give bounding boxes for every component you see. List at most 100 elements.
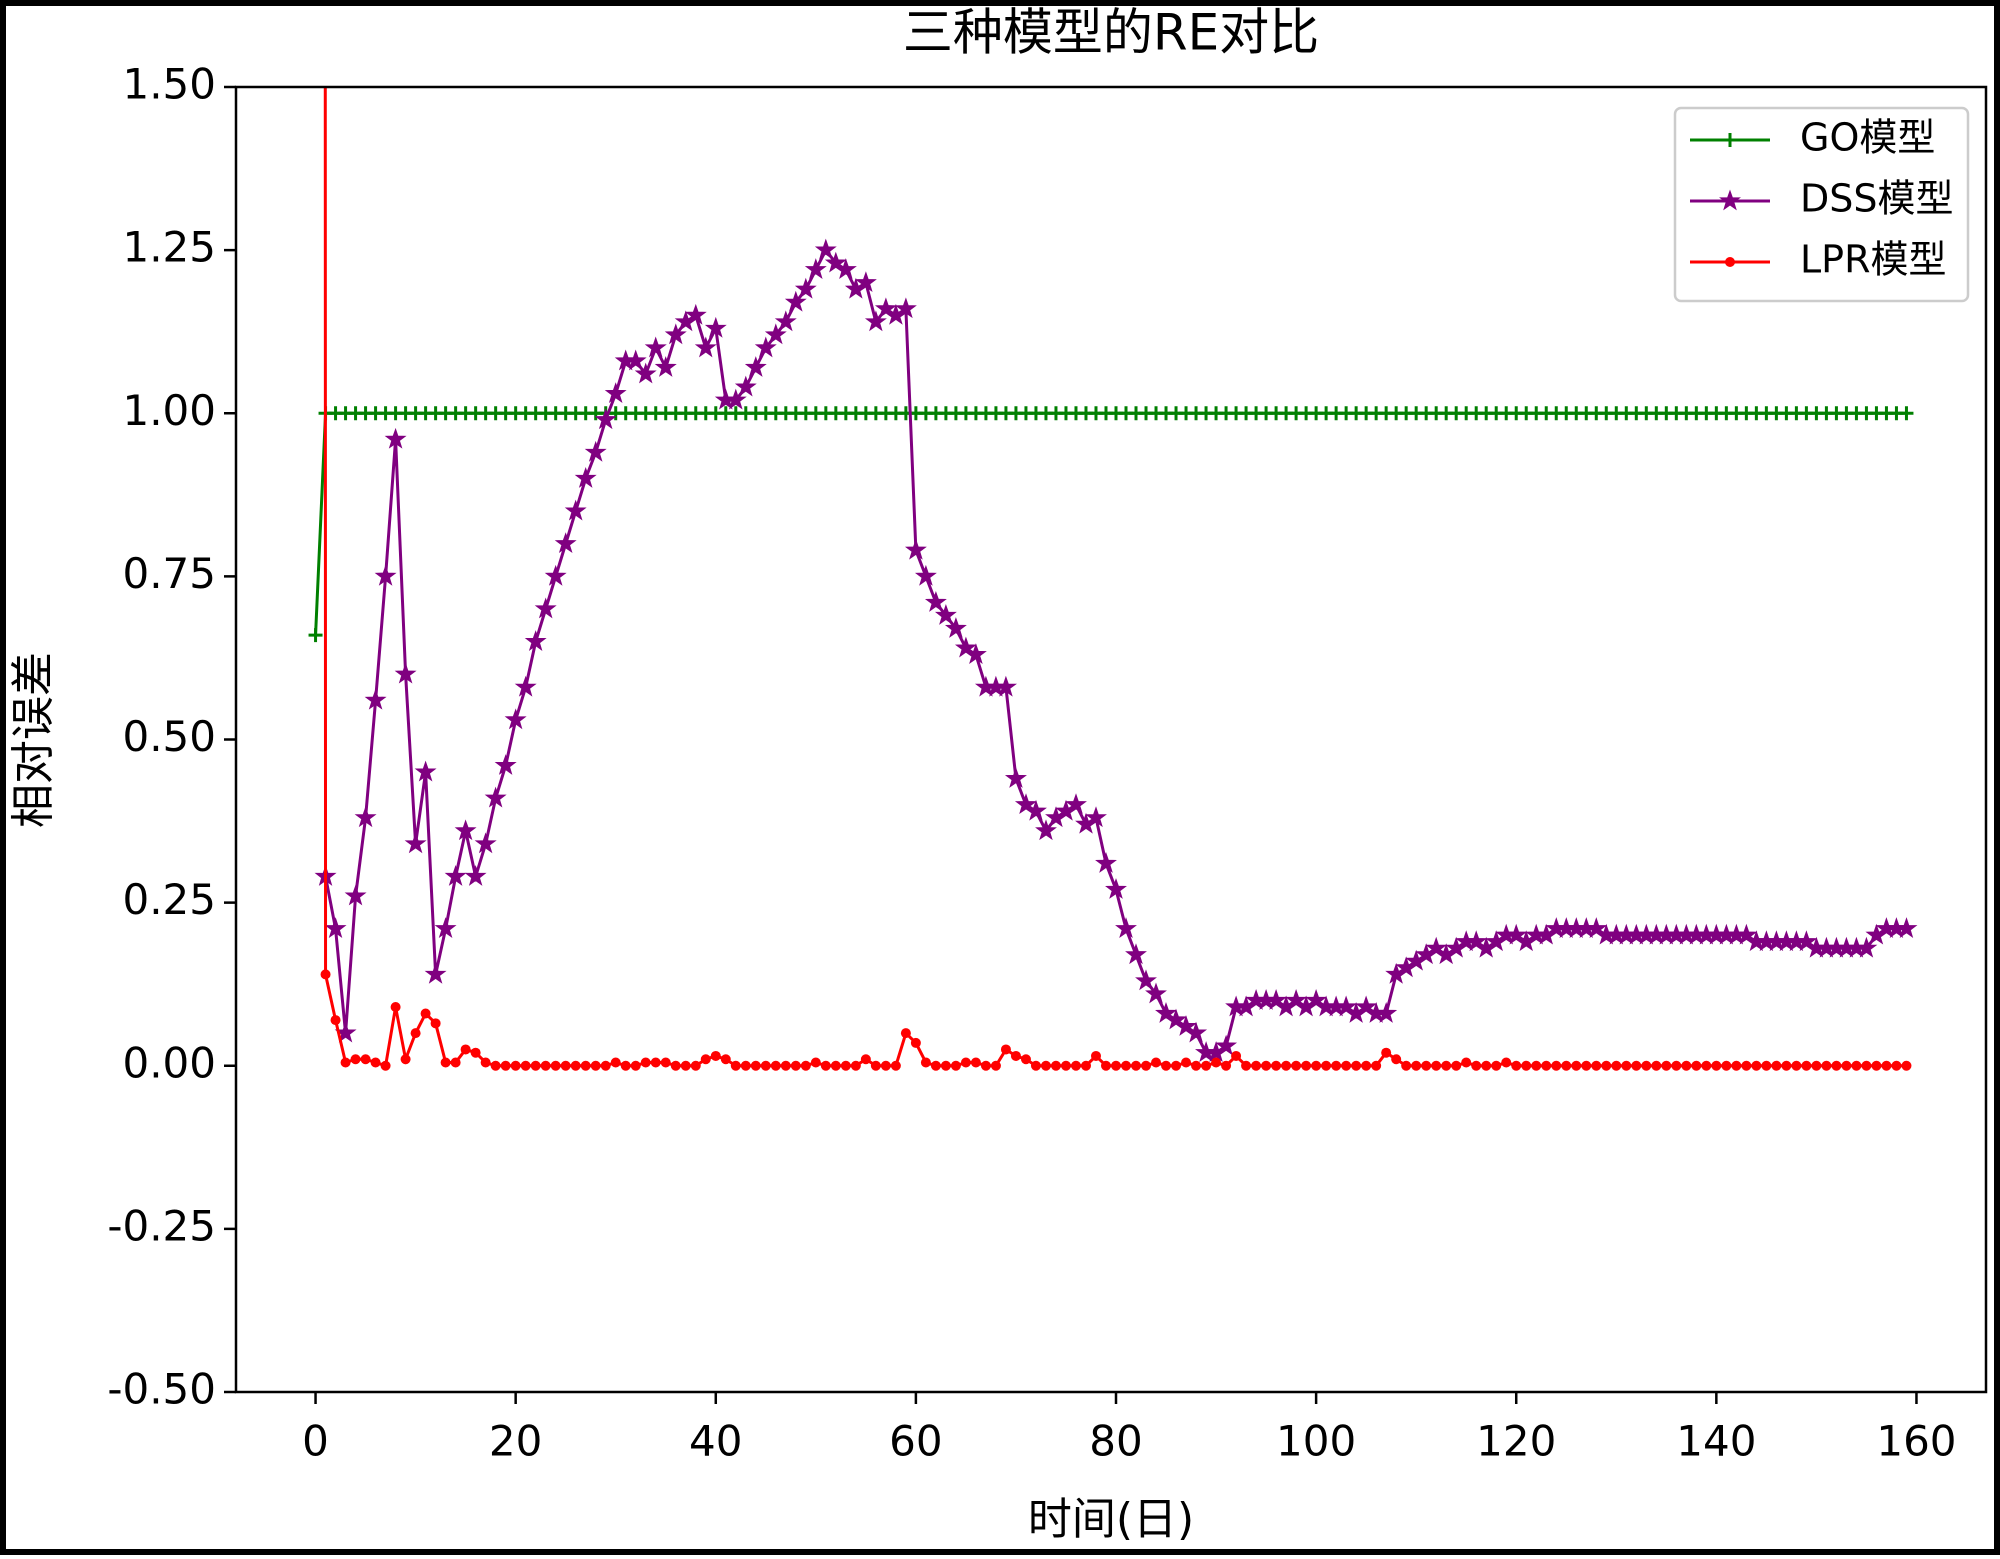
- marker: [1060, 1060, 1071, 1071]
- marker: [634, 362, 657, 384]
- marker: [404, 832, 427, 854]
- marker: [1040, 1060, 1051, 1071]
- marker: [814, 238, 837, 260]
- marker: [1671, 1060, 1682, 1071]
- marker: [600, 1060, 611, 1071]
- x-tick-label: 20: [489, 1417, 542, 1466]
- marker: [1251, 1060, 1262, 1071]
- marker: [390, 1002, 401, 1013]
- marker: [1641, 1060, 1652, 1071]
- legend-label: LPR模型: [1800, 238, 1947, 282]
- marker: [414, 760, 437, 782]
- marker: [580, 1060, 591, 1071]
- marker: [574, 466, 597, 488]
- marker: [1335, 995, 1358, 1017]
- y-tick-label: -0.50: [107, 1365, 216, 1414]
- marker: [900, 1028, 911, 1039]
- marker: [694, 336, 717, 358]
- marker: [1341, 1060, 1352, 1071]
- axes: -0.50 -0.25 0.00 0.25 0.50 0.75 1.00 1.25 1.50 0 2…: [107, 60, 1956, 1466]
- marker: [1465, 930, 1488, 952]
- marker: [1461, 1057, 1472, 1068]
- marker: [1311, 1060, 1322, 1071]
- marker: [384, 427, 407, 449]
- marker: [594, 408, 617, 430]
- marker: [1821, 1060, 1832, 1071]
- marker: [1265, 988, 1288, 1010]
- marker: [1035, 819, 1057, 841]
- marker: [970, 1057, 981, 1068]
- marker: [710, 1050, 721, 1061]
- marker: [910, 1037, 921, 1048]
- marker: [1391, 1054, 1402, 1065]
- marker: [660, 1057, 671, 1068]
- marker: [364, 688, 387, 710]
- marker: [960, 1057, 971, 1068]
- x-tick-label: 140: [1676, 1417, 1756, 1466]
- marker: [374, 564, 397, 586]
- marker: [370, 1057, 381, 1068]
- marker: [1895, 917, 1918, 939]
- marker: [1024, 799, 1047, 821]
- marker: [560, 1060, 571, 1071]
- marker: [1215, 1034, 1238, 1056]
- marker: [554, 532, 577, 554]
- y-tick-label: 0.00: [122, 1038, 216, 1087]
- marker: [1791, 1060, 1802, 1071]
- marker: [1115, 917, 1137, 939]
- marker: [400, 1054, 411, 1065]
- marker: [834, 258, 857, 280]
- marker: [494, 754, 517, 775]
- marker: [394, 662, 417, 684]
- marker: [1030, 1060, 1041, 1071]
- marker: [950, 1060, 961, 1071]
- marker: [1080, 1060, 1091, 1071]
- marker: [480, 1057, 491, 1068]
- marker: [1121, 1060, 1132, 1071]
- marker: [820, 1060, 831, 1071]
- marker: [324, 917, 347, 939]
- marker: [410, 1028, 421, 1039]
- marker: [1421, 1060, 1432, 1071]
- marker: [1723, 133, 1737, 147]
- marker: [1425, 936, 1448, 958]
- marker: [784, 290, 807, 312]
- plot-area: [308, 87, 1918, 1071]
- marker: [1271, 1060, 1282, 1071]
- marker: [434, 917, 457, 939]
- marker: [1731, 1060, 1742, 1071]
- marker: [1531, 1060, 1542, 1071]
- marker: [890, 1060, 901, 1071]
- marker: [1381, 1047, 1392, 1058]
- marker: [440, 1057, 451, 1068]
- x-tick-label: 0: [302, 1417, 329, 1466]
- marker: [1691, 1060, 1702, 1071]
- marker: [1541, 1060, 1552, 1071]
- marker: [860, 1054, 871, 1065]
- marker: [1511, 1060, 1522, 1071]
- marker: [1631, 1060, 1642, 1071]
- marker: [1070, 1060, 1081, 1071]
- marker: [730, 1060, 741, 1071]
- marker: [1171, 1060, 1182, 1071]
- marker: [964, 643, 987, 665]
- marker: [1585, 917, 1608, 939]
- marker: [774, 310, 797, 332]
- marker: [604, 382, 627, 404]
- marker: [914, 564, 937, 586]
- marker: [680, 1060, 691, 1071]
- marker: [1401, 1060, 1412, 1071]
- marker: [490, 1060, 501, 1071]
- marker: [420, 1008, 431, 1019]
- marker: [1601, 1060, 1612, 1071]
- marker: [804, 258, 827, 280]
- marker: [1831, 1060, 1842, 1071]
- marker: [630, 1060, 641, 1071]
- marker: [744, 356, 767, 377]
- marker: [1301, 1060, 1312, 1071]
- marker: [990, 1060, 1001, 1071]
- marker: [1481, 1060, 1492, 1071]
- marker: [654, 356, 677, 377]
- marker: [1231, 1050, 1242, 1061]
